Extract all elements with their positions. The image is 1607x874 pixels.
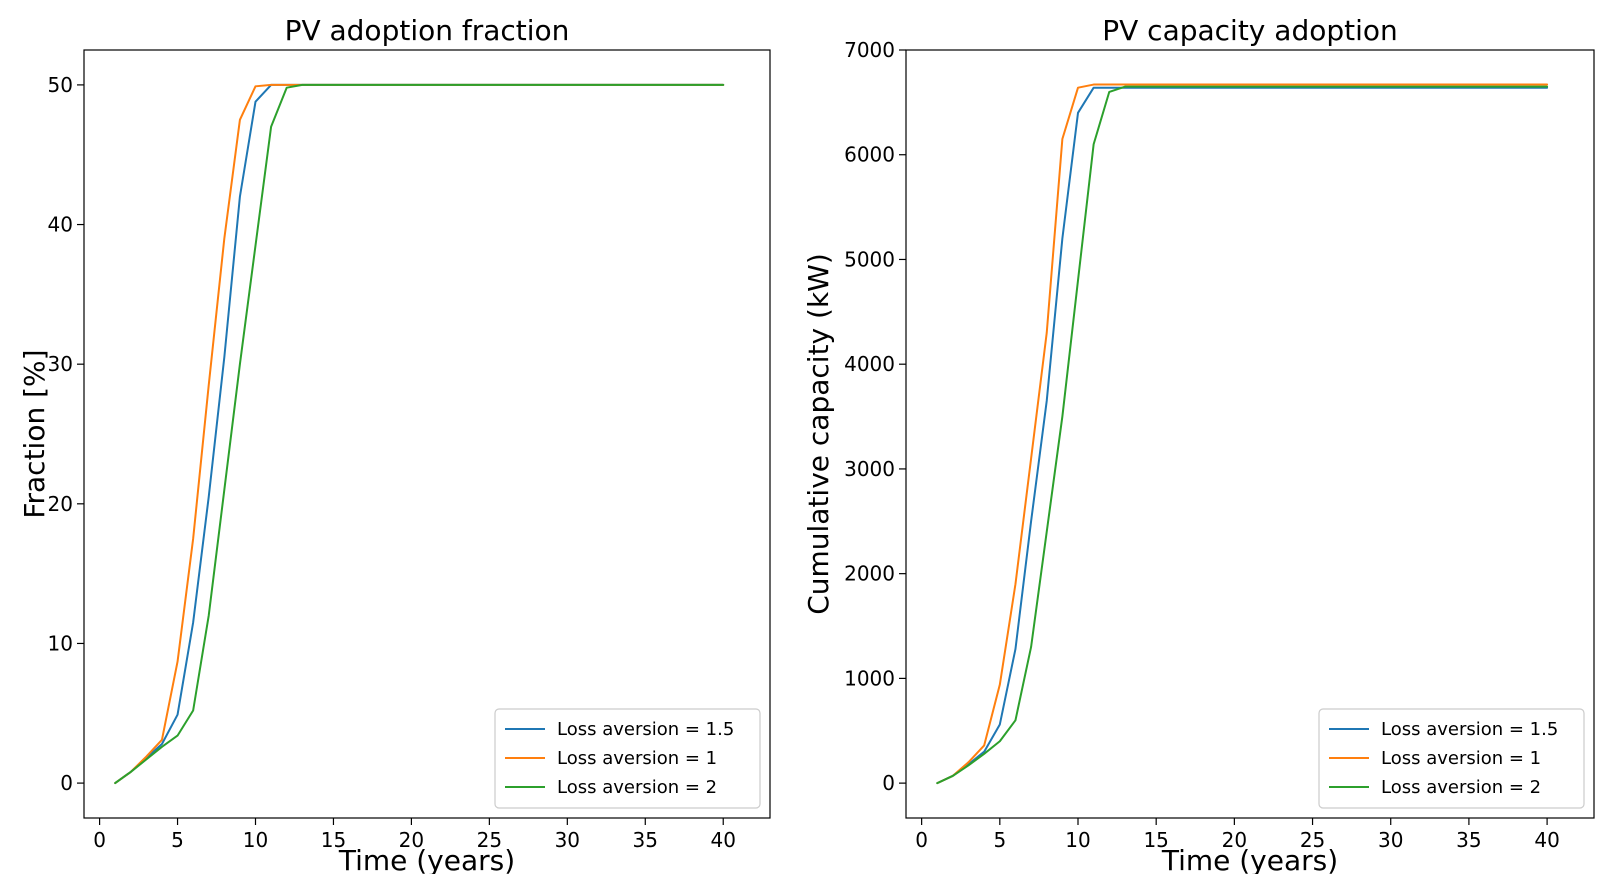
x-tick-label: 0 xyxy=(915,828,928,852)
legend-entry: Loss aversion = 1 xyxy=(1381,748,1541,769)
x-tick-label: 0 xyxy=(93,828,106,852)
series-line-2 xyxy=(936,83,1549,785)
legend-box xyxy=(494,708,761,809)
x-axis-title: Time (years) xyxy=(1161,844,1338,874)
legend: Loss aversion = 1.5 Loss aversion = 1 Loss… xyxy=(494,708,761,809)
y-tick-label: 10 xyxy=(48,631,73,655)
chart-title: PV capacity adoption xyxy=(1102,14,1398,47)
x-tick-label: 15 xyxy=(321,828,346,852)
y-tick-label: 4000 xyxy=(844,352,895,376)
y-tick-label: 1000 xyxy=(844,666,895,690)
x-tick-label: 40 xyxy=(711,828,736,852)
x-tick-label: 5 xyxy=(993,828,1006,852)
plot-area-frame xyxy=(83,49,771,819)
y-tick-label: 7000 xyxy=(844,38,895,62)
legend-box xyxy=(1318,708,1585,809)
x-tick-label: 30 xyxy=(555,828,580,852)
y-tick-label: 30 xyxy=(48,352,73,376)
x-tick-label: 25 xyxy=(477,828,502,852)
y-tick-label: 40 xyxy=(48,213,73,237)
y-tick-label: 0 xyxy=(882,771,895,795)
x-tick-label: 15 xyxy=(1143,828,1168,852)
y-axis-title: Cumulative capacity (kW) xyxy=(802,253,835,615)
legend-entry: Loss aversion = 1.5 xyxy=(557,719,734,740)
y-axis-title: Fraction [%] xyxy=(18,349,51,518)
y-tick-label: 5000 xyxy=(844,247,895,271)
legend: Loss aversion = 1.5 Loss aversion = 1 Loss… xyxy=(1318,708,1585,809)
chart-pv-adoption-fraction: PV adoption fraction 0 5 10 15 20 25 30 35 40 0 10 2… xyxy=(18,14,771,874)
series-line-3 xyxy=(114,83,725,785)
x-tick-label: 35 xyxy=(1456,828,1481,852)
x-tick-label: 20 xyxy=(1222,828,1247,852)
series-line-3 xyxy=(936,85,1549,785)
series-line-1 xyxy=(936,86,1549,785)
x-tick-label: 35 xyxy=(633,828,658,852)
series-line-1 xyxy=(114,83,725,785)
plot-area-frame xyxy=(905,49,1595,819)
legend-entry: Loss aversion = 2 xyxy=(557,777,717,798)
chart-title: PV adoption fraction xyxy=(285,14,570,47)
series-line-2 xyxy=(114,83,725,785)
x-tick-label: 10 xyxy=(243,828,268,852)
x-tick-label: 20 xyxy=(399,828,424,852)
y-tick-label: 6000 xyxy=(844,143,895,167)
y-tick-label: 50 xyxy=(48,73,73,97)
x-tick-label: 30 xyxy=(1378,828,1403,852)
x-tick-label: 25 xyxy=(1300,828,1325,852)
x-tick-label: 40 xyxy=(1534,828,1559,852)
legend-entry: Loss aversion = 2 xyxy=(1381,777,1541,798)
x-tick-label: 5 xyxy=(171,828,184,852)
x-axis-title: Time (years) xyxy=(338,844,515,874)
y-tick-label: 3000 xyxy=(844,457,895,481)
legend-entry: Loss aversion = 1 xyxy=(557,748,717,769)
x-tick-label: 10 xyxy=(1065,828,1090,852)
y-tick-label: 20 xyxy=(48,492,73,516)
y-tick-label: 0 xyxy=(60,771,73,795)
legend-entry: Loss aversion = 1.5 xyxy=(1381,719,1558,740)
y-tick-label: 2000 xyxy=(844,562,895,586)
chart-pv-capacity-adoption: PV capacity adoption 0 5 10 15 20 25 30 35 40 0 100… xyxy=(802,14,1595,874)
